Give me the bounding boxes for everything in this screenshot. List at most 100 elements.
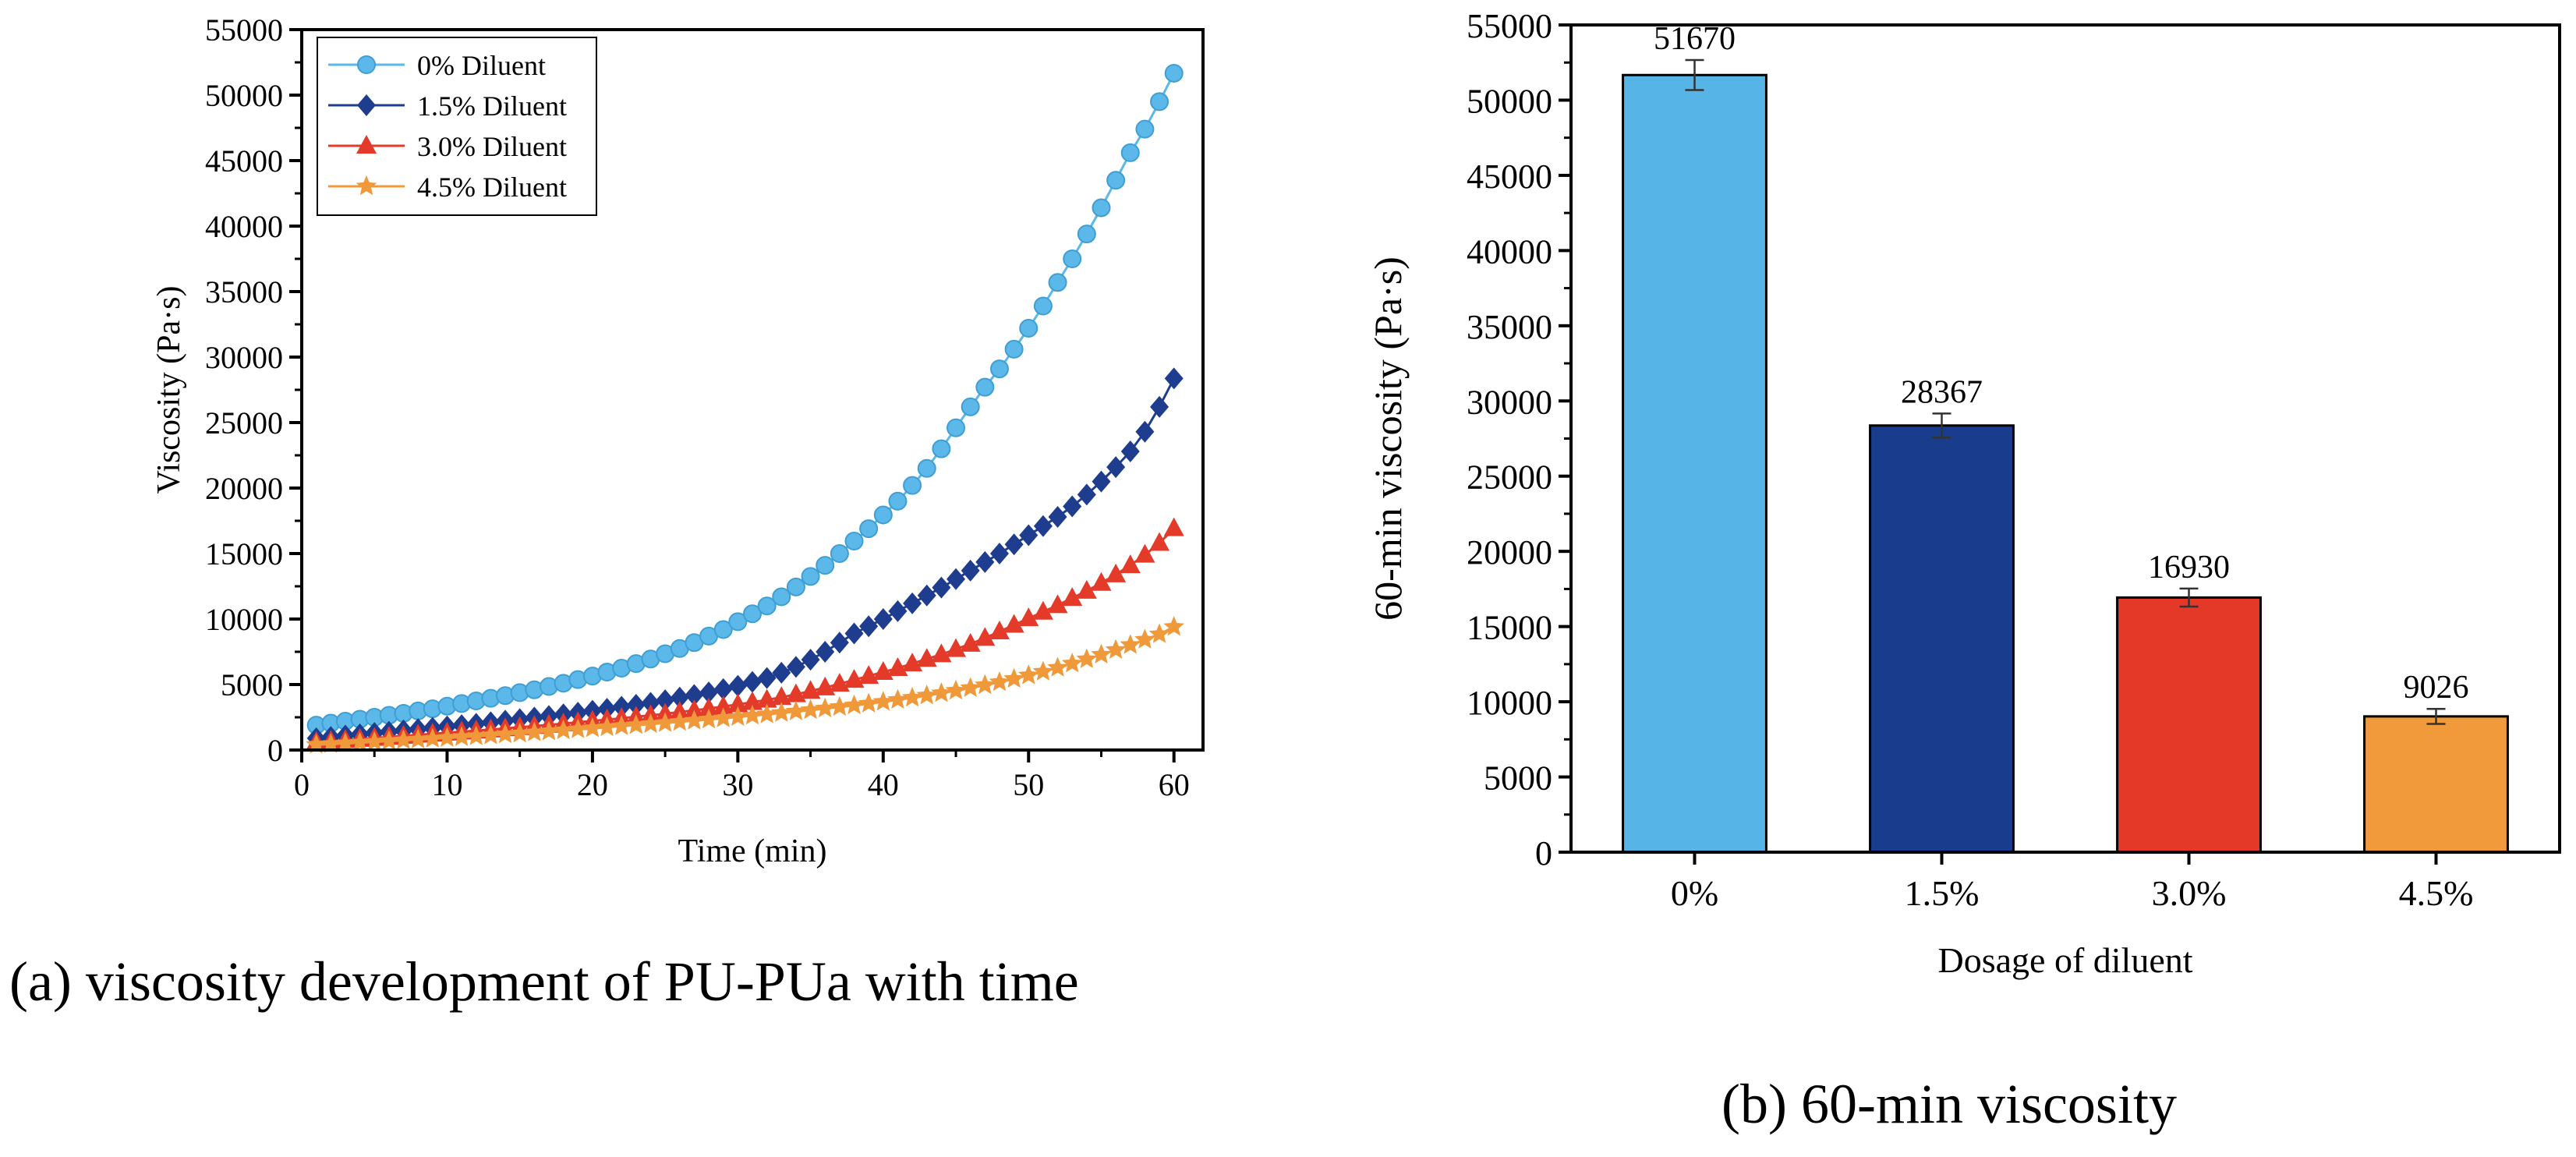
- chart-a-data-point: [538, 720, 560, 741]
- chart-b-plot-frame: [1569, 23, 2561, 854]
- chart-a-data-point: [393, 729, 414, 749]
- chart-a-data-point: [756, 688, 777, 708]
- chart-a-data-point: [567, 718, 589, 738]
- chart-a-data-point: [625, 714, 647, 734]
- chart-a-data-point: [814, 697, 836, 718]
- chart-a-data-point: [961, 397, 980, 416]
- chart-a-data-point: [728, 674, 748, 697]
- chart-b-y-tick-label: 55000: [1467, 7, 1552, 45]
- chart-b-bar-group-3: 9026: [2363, 670, 2509, 854]
- chart-a-data-point: [1135, 119, 1155, 139]
- chart-a-data-point: [989, 671, 1010, 692]
- chart-a-data-point: [713, 678, 733, 700]
- chart-b-ticks: [1559, 23, 2438, 865]
- chart-a-data-point: [610, 715, 632, 735]
- chart-a-data-point: [1091, 571, 1112, 591]
- chart-a-data-point: [1019, 319, 1039, 338]
- chart-a-plot-frame: [300, 28, 1205, 752]
- chart-a-data-point: [859, 615, 879, 638]
- chart-a-data-point: [1134, 628, 1155, 649]
- chart-a-data-point: [975, 627, 996, 646]
- chart-a-data-point: [656, 689, 675, 712]
- chart-a-series-0: [306, 63, 1184, 735]
- chart-a-data-point: [830, 632, 849, 654]
- chart-a-data-point: [786, 577, 805, 596]
- chart-a-data-point: [451, 726, 472, 746]
- chart-a-data-point: [917, 458, 936, 478]
- chart-a-data-point: [640, 713, 661, 734]
- chart-a-y-tick-label: 0: [267, 733, 283, 768]
- chart-b-tick-labels: 0 5000 10000 15000 20000 25000 30000 35000 40000…: [1467, 7, 2473, 913]
- chart-a-data-point: [1120, 143, 1140, 162]
- chart-b-y-axis-label: 60-min viscosity (Pa·s): [1366, 257, 1410, 621]
- chart-b-y-tick-label: 0: [1535, 834, 1552, 872]
- chart-a-x-tick-label: 30: [722, 767, 753, 802]
- chart-a-y-tick-label: 35000: [205, 274, 283, 310]
- chart-a-data-point: [378, 730, 400, 750]
- chart-b-bar: [1622, 73, 1767, 854]
- chart-a-data-point: [844, 532, 864, 551]
- chart-a-data-point: [641, 692, 660, 714]
- chart-a-data-point: [947, 418, 966, 437]
- chart-a-data-point: [801, 567, 820, 586]
- chart-a-series: [306, 63, 1184, 754]
- chart-b-category-label: 1.5%: [1905, 873, 1980, 913]
- legend-entry-1: 1.5% Diluent: [417, 90, 567, 122]
- chart-a-data-point: [1062, 587, 1083, 607]
- chart-b-category-label: 0%: [1671, 873, 1718, 913]
- chart-a-y-tick-label: 25000: [205, 405, 283, 441]
- chart-b-y-tick-label: 20000: [1467, 533, 1552, 571]
- chart-a-data-point: [1106, 563, 1127, 582]
- chart-a-y-tick-label: 40000: [205, 209, 283, 244]
- chart-a-data-point: [743, 604, 762, 624]
- chart-b-bar: [2116, 596, 2262, 854]
- chart-a-data-point: [669, 701, 690, 720]
- chart-a-data-point: [320, 733, 341, 753]
- chart-a-data-point: [975, 674, 996, 695]
- chart-a-data-point: [1092, 470, 1111, 493]
- chart-a-data-point: [553, 719, 574, 740]
- chart-a-data-point: [713, 707, 734, 727]
- chart-a-data-point: [960, 632, 981, 652]
- chart-a-data-point: [685, 684, 704, 706]
- chart-a-data-point: [1061, 653, 1083, 673]
- chart-a-data-point: [1134, 543, 1155, 563]
- chart-a-data-point: [771, 686, 792, 706]
- chart-a-data-point: [1150, 92, 1169, 111]
- chart-a-data-point: [961, 559, 980, 582]
- chart-a-data-point: [727, 706, 748, 726]
- chart-a-y-tick-label: 20000: [205, 471, 283, 506]
- chart-a-data-point: [1164, 367, 1184, 390]
- chart-a-data-point: [772, 661, 791, 684]
- chart-a-y-tick-label: 30000: [205, 340, 283, 375]
- chart-a-data-point: [887, 688, 908, 709]
- chart-a-data-point: [801, 649, 820, 671]
- chart-b-y-tick-label: 35000: [1467, 308, 1552, 346]
- chart-a-data-point: [1018, 607, 1039, 627]
- chart-a-data-point: [816, 641, 835, 663]
- chart-b-bar: [2363, 715, 2509, 854]
- chart-a-data-point: [654, 712, 676, 732]
- chart-a-data-point: [1047, 656, 1068, 677]
- chart-a-x-tick-label: 20: [577, 767, 608, 802]
- caption-b: (b) 60-min viscosity: [1721, 1073, 2177, 1135]
- chart-a-data-point: [903, 592, 922, 614]
- chart-b-y-tick-label: 15000: [1467, 609, 1552, 647]
- chart-a-data-point: [1048, 273, 1067, 292]
- chart-a-data-point: [888, 491, 908, 511]
- chart-a-data-point: [932, 576, 951, 599]
- chart-a-series-3: [306, 616, 1184, 754]
- sixty-min-viscosity-bar-chart: 51670 28367 16930 9026 0 5000 10000 15000 20000…: [1366, 7, 2561, 980]
- chart-a-x-tick-label: 50: [1013, 767, 1044, 802]
- chart-a-y-axis-label: Viscosity (Pa·s): [151, 286, 187, 494]
- chart-a-data-point: [1077, 225, 1096, 244]
- chart-a-data-point: [698, 708, 720, 729]
- chart-a-data-point: [669, 710, 691, 731]
- chart-a-data-point: [975, 550, 995, 573]
- chart-b-bars: 51670 28367 16930 9026: [1622, 21, 2509, 854]
- chart-a-data-point: [713, 620, 733, 639]
- chart-a-data-point: [1106, 171, 1126, 190]
- chart-a-x-tick-label: 40: [868, 767, 899, 802]
- legend-marker: [357, 55, 376, 74]
- chart-a-data-point: [858, 692, 879, 713]
